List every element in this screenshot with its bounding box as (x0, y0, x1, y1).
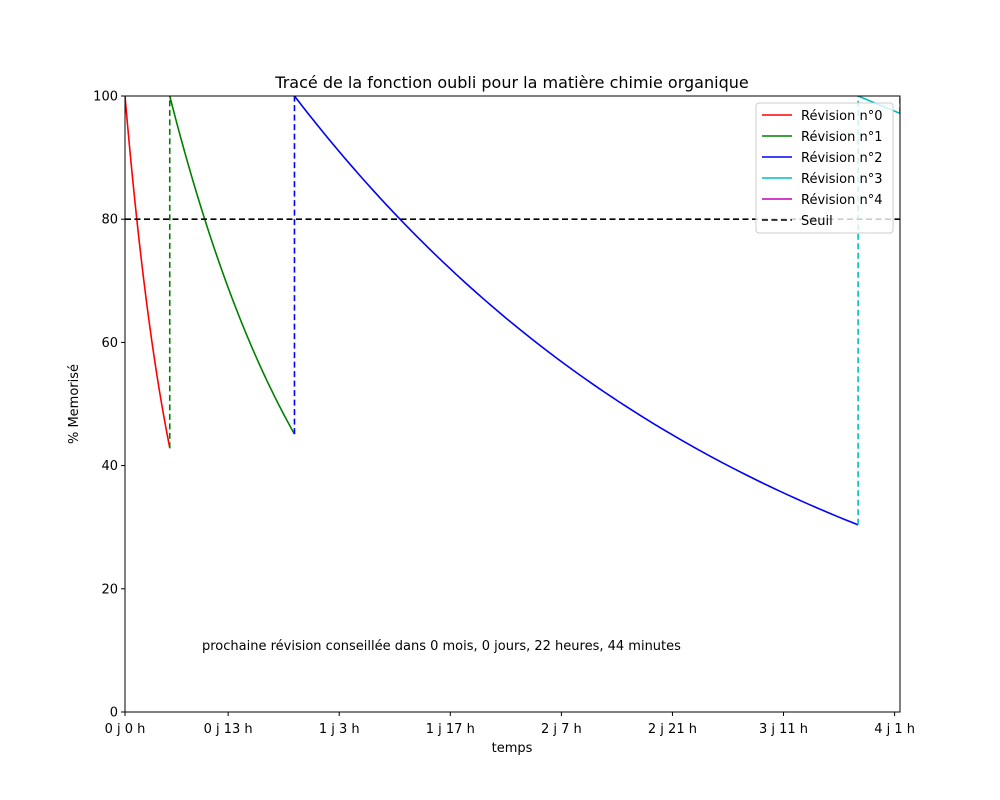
legend-label-1: Révision n°1 (801, 130, 882, 145)
x-tick-label-1: 0 j 13 h (204, 722, 253, 737)
legend-label-3: Révision n°3 (801, 172, 882, 187)
x-tick-label-5: 2 j 21 h (648, 722, 697, 737)
x-tick-label-0: 0 j 0 h (105, 722, 146, 737)
y-tick-label-4: 80 (101, 213, 118, 228)
next-review-annotation: prochaine révision conseillée dans 0 moi… (202, 639, 681, 654)
x-tick-label-6: 3 j 11 h (759, 722, 808, 737)
series-line-1 (168, 96, 296, 435)
chart-title: Tracé de la fonction oubli pour la matiè… (274, 73, 748, 92)
y-tick-label-1: 20 (101, 582, 118, 597)
y-tick-label-5: 100 (93, 90, 118, 105)
x-tick-label-3: 1 j 17 h (426, 722, 475, 737)
legend-label-0: Révision n°0 (801, 109, 882, 124)
y-axis: 0 20 40 60 80 100 (93, 90, 125, 721)
legend: Révision n°0 Révision n°1 Révision n°2 Révi… (755, 102, 894, 234)
legend-label-4: Révision n°4 (801, 193, 882, 208)
x-axis: 0 j 0 h 0 j 13 h 1 j 3 h 1 j 17 h 2 j 7 h 2 j… (105, 712, 915, 737)
x-axis-label: temps (492, 741, 533, 756)
series-line-0 (125, 96, 171, 448)
y-tick-label-2: 40 (101, 459, 118, 474)
x-tick-label-7: 4 j 1 h (874, 722, 915, 737)
legend-label-5: Seuil (801, 214, 833, 229)
x-tick-label-2: 1 j 3 h (319, 722, 360, 737)
y-axis-label: % Memorisé (67, 364, 82, 444)
legend-label-2: Révision n°2 (801, 151, 882, 166)
y-tick-label-0: 0 (110, 706, 118, 721)
plot-frame (124, 95, 901, 713)
series-line-2 (293, 96, 859, 526)
y-tick-label-3: 60 (101, 336, 118, 351)
x-tick-label-4: 2 j 7 h (541, 722, 582, 737)
